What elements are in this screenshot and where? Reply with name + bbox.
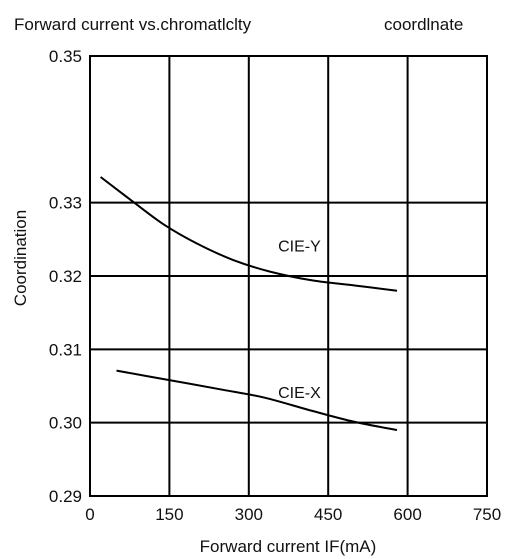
series-labels: CIE-Y CIE-X (278, 238, 321, 402)
series-line-cie-y (99, 176, 398, 292)
x-tick-label: 750 (473, 505, 501, 524)
y-tick-label: 0.33 (49, 194, 82, 213)
chart-title: Forward current vs.chromatlclty (14, 15, 252, 34)
y-tick-label: 0.31 (49, 340, 82, 359)
x-tick-label: 600 (393, 505, 421, 524)
series-line-cie-x (116, 369, 398, 431)
y-tick-label: 0.30 (49, 414, 82, 433)
x-tick-label: 0 (85, 505, 94, 524)
series-lines (99, 176, 398, 431)
tick-labels: 0 150 300 450 600 750 0.29 0.30 0.31 0.32 0.33 0.35 (49, 47, 501, 524)
y-tick-label: 0.32 (49, 267, 82, 286)
x-axis-label: Forward current IF(mA) (200, 537, 377, 556)
series-label-cie-y: CIE-Y (278, 238, 321, 255)
y-axis-label: Coordination (11, 210, 30, 306)
y-tick-label: 0.35 (49, 47, 82, 66)
x-tick-label: 450 (314, 505, 342, 524)
chart-title-suffix: coordlnate (384, 15, 463, 34)
plot-frame (89, 55, 488, 497)
y-tick-label: 0.29 (49, 487, 82, 506)
gridlines (90, 56, 487, 496)
x-tick-label: 300 (235, 505, 263, 524)
series-label-cie-x: CIE-X (278, 385, 321, 402)
x-tick-label: 150 (155, 505, 183, 524)
